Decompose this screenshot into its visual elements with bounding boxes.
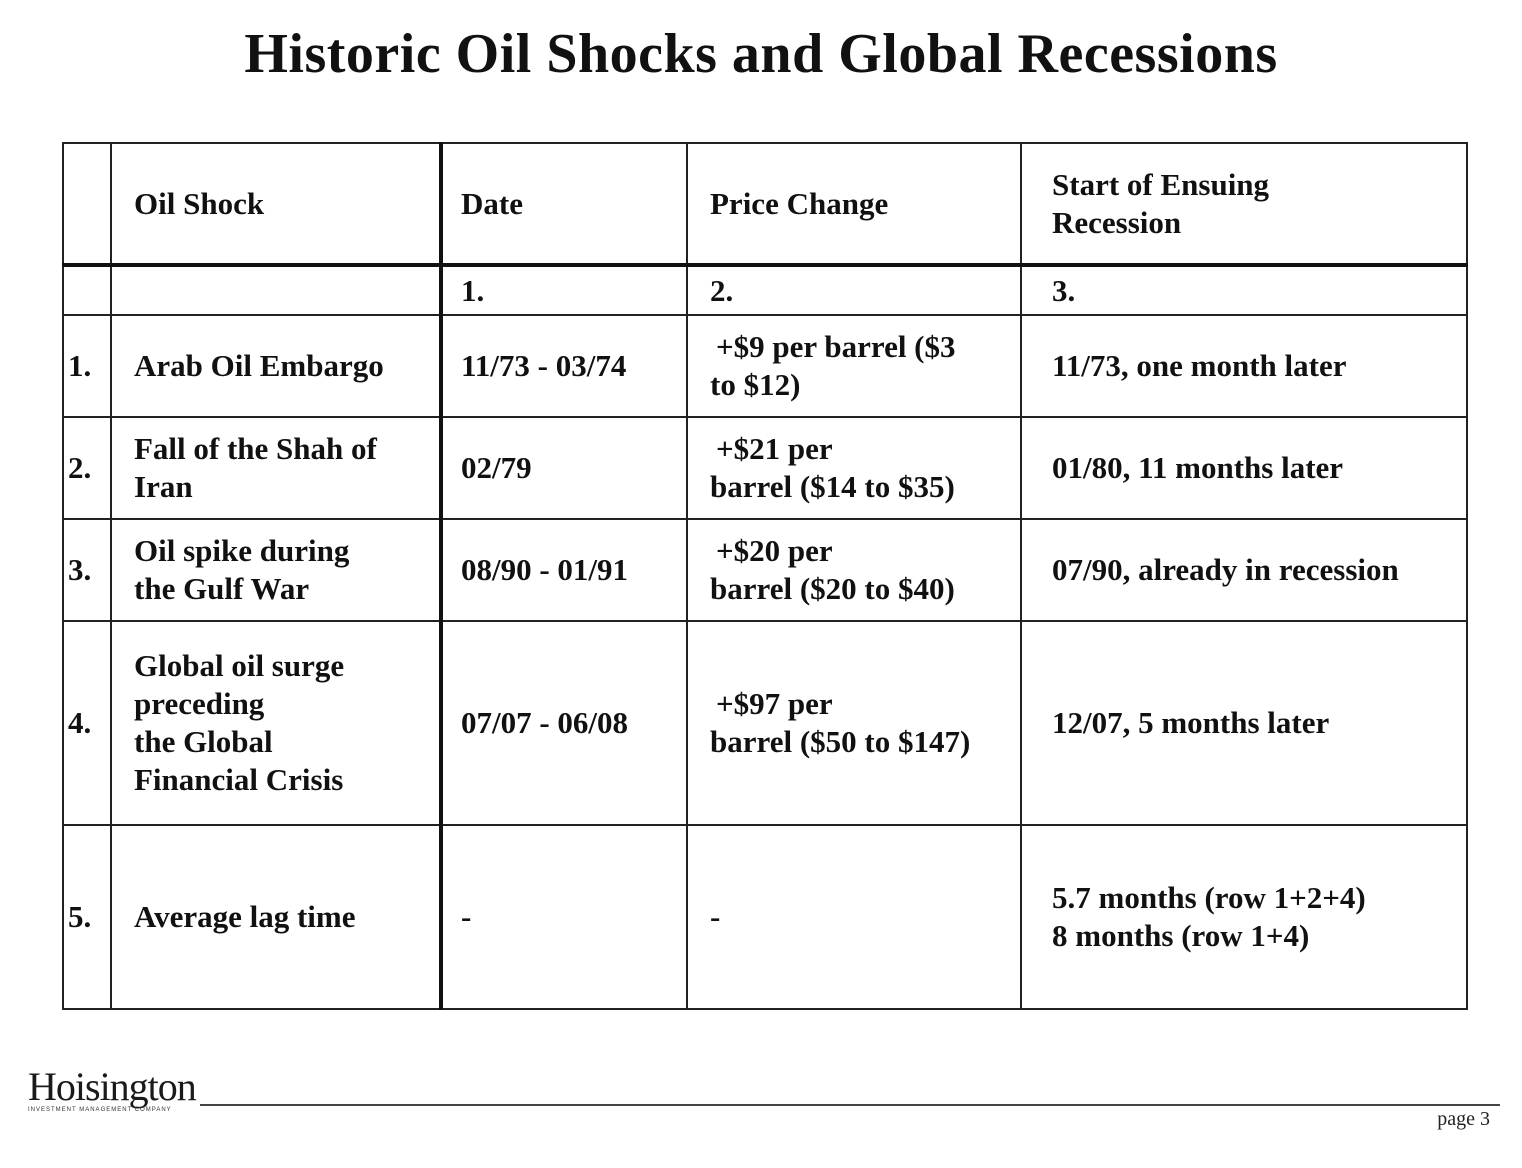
price-line-1: +$9 per barrel ($3: [716, 329, 956, 364]
logo-tagline: INVESTMENT MANAGEMENT COMPANY: [28, 1107, 172, 1113]
subheader-price-number: 2.: [686, 264, 1022, 316]
subheader-num-cell: [62, 264, 112, 316]
subheader-shock-cell: [110, 264, 443, 316]
row-oil-shock-text: Oil spike during the Gulf War: [134, 533, 350, 606]
table-row: 5. Average lag time - - 5.7 months (row …: [62, 824, 1468, 1010]
row-number: 5.: [62, 824, 112, 1010]
page-number: page 3: [1437, 1108, 1490, 1130]
row-start-recession: 11/73, one month later: [1020, 314, 1468, 418]
start-line-2: 8 months (row 1+4): [1052, 918, 1310, 953]
price-line-1: +$20 per: [716, 533, 833, 568]
row-price-change: +$9 per barrel ($3 to $12): [686, 314, 1022, 418]
logo-name: Hoisington: [28, 1064, 197, 1109]
shock-line-4: Financial Crisis: [134, 762, 344, 797]
header-price-change: Price Change: [686, 142, 1022, 267]
row-date: 02/79: [440, 416, 688, 520]
page-title: Historic Oil Shocks and Global Recession…: [244, 23, 1278, 85]
subheader-date-number: 1.: [440, 264, 688, 316]
price-line-1: +$97 per: [716, 686, 833, 721]
price-line-2: barrel ($14 to $35): [710, 469, 955, 504]
price-line-1: -: [710, 899, 721, 934]
table-row: 3. Oil spike during the Gulf War 08/90 -…: [62, 518, 1468, 622]
row-start-recession: 12/07, 5 months later: [1020, 620, 1468, 826]
table-row: 2. Fall of the Shah of Iran 02/79 +$21 p…: [62, 416, 1468, 520]
row-start-recession: 07/90, already in recession: [1020, 518, 1468, 622]
row-price-change: -: [686, 824, 1022, 1010]
price-line-2: barrel ($20 to $40): [710, 571, 955, 606]
table-subheader-row: 1. 2. 3.: [62, 264, 1468, 316]
row-date: 08/90 - 01/91: [440, 518, 688, 622]
row-number: 1.: [62, 314, 112, 418]
row-oil-shock: Oil spike during the Gulf War: [110, 518, 443, 622]
price-line-2: barrel ($50 to $147): [710, 724, 971, 759]
row-start-recession: 5.7 months (row 1+2+4) 8 months (row 1+4…: [1020, 824, 1468, 1010]
row-date: -: [440, 824, 688, 1010]
header-oil-shock: Oil Shock: [110, 142, 443, 267]
company-logo: Hoisington INVESTMENT MANAGEMENT COMPANY: [28, 1066, 218, 1120]
row-price-change: +$97 per barrel ($50 to $147): [686, 620, 1022, 826]
price-line-1: +$21 per: [716, 431, 833, 466]
row-date: 11/73 - 03/74: [440, 314, 688, 418]
header-start-recession-text: Start of Ensuing Recession: [1052, 166, 1270, 240]
start-line-1: 5.7 months (row 1+2+4): [1052, 880, 1366, 915]
header-num-cell: [62, 142, 112, 267]
shock-line-1: Global oil surge: [134, 648, 345, 683]
table-row: 4. Global oil surge preceding the Global…: [62, 620, 1468, 826]
row-price-change: +$20 per barrel ($20 to $40): [686, 518, 1022, 622]
row-oil-shock: Fall of the Shah of Iran: [110, 416, 443, 520]
table-row: 1. Arab Oil Embargo 11/73 - 03/74 +$9 pe…: [62, 314, 1468, 418]
row-number: 3.: [62, 518, 112, 622]
footer-divider: [200, 1104, 1500, 1106]
shock-line-3: the Global: [134, 724, 273, 759]
subheader-start-number: 3.: [1020, 264, 1468, 316]
row-number: 2.: [62, 416, 112, 520]
row-number: 4.: [62, 620, 112, 826]
header-start-recession: Start of Ensuing Recession: [1020, 142, 1468, 267]
oil-shocks-table: Oil Shock Date Price Change Start of Ens…: [62, 142, 1468, 1010]
table-header-row: Oil Shock Date Price Change Start of Ens…: [62, 142, 1468, 267]
row-oil-shock: Global oil surge preceding the Global Fi…: [110, 620, 443, 826]
row-oil-shock: Average lag time: [110, 824, 443, 1010]
price-line-2: to $12): [710, 367, 801, 402]
header-date: Date: [440, 142, 688, 267]
row-start-recession: 01/80, 11 months later: [1020, 416, 1468, 520]
shock-line-2: preceding: [134, 686, 265, 721]
row-price-change: +$21 per barrel ($14 to $35): [686, 416, 1022, 520]
row-date: 07/07 - 06/08: [440, 620, 688, 826]
row-oil-shock: Arab Oil Embargo: [110, 314, 443, 418]
